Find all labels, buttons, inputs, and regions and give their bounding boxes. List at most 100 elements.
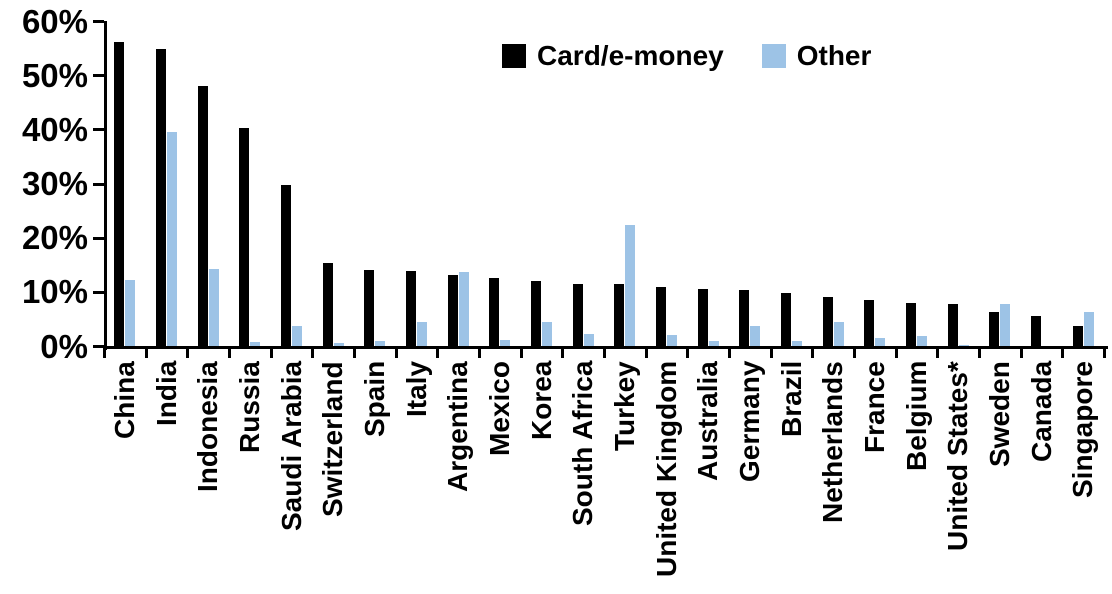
bar-card-united-states — [947, 304, 958, 347]
y-axis-tick — [93, 20, 104, 24]
y-axis-tick — [93, 74, 104, 78]
legend-label-other: Other — [796, 40, 872, 71]
bar-other-united-kingdom — [667, 334, 677, 347]
x-axis-tick — [561, 346, 565, 358]
x-label-sweden: Sweden — [983, 361, 1015, 467]
x-axis-line — [104, 346, 1108, 349]
x-axis-tick — [436, 346, 440, 358]
y-axis-tick — [93, 128, 104, 132]
x-label-netherlands: Netherlands — [817, 361, 849, 523]
x-label-germany: Germany — [733, 361, 765, 483]
x-axis-tick — [228, 346, 231, 358]
x-axis-tick — [1019, 346, 1023, 358]
x-label-australia: Australia — [692, 361, 724, 481]
x-label-italy: Italy — [400, 361, 432, 418]
x-axis-tick — [144, 346, 148, 358]
bar-other-russia — [250, 341, 261, 347]
legend-item-card-e-money: Card/e-money — [502, 42, 724, 70]
x-label-argentina: Argentina — [442, 361, 474, 492]
x-label-south-africa: South Africa — [567, 361, 599, 527]
x-label-mexico: Mexico — [483, 361, 515, 456]
x-axis-tick — [644, 346, 648, 358]
bar-other-korea — [542, 321, 552, 347]
x-axis-tick — [769, 346, 773, 358]
bar-card-india — [156, 48, 166, 347]
y-axis-tick-label: 0% — [40, 327, 88, 365]
y-axis-tick-label: 20% — [21, 219, 88, 257]
bar-other-france — [875, 338, 886, 347]
x-label-india: India — [150, 361, 182, 427]
x-axis-tick — [478, 346, 481, 358]
x-axis-tick — [269, 346, 273, 358]
bar-card-switzerland — [322, 262, 333, 347]
y-axis-tick-label: 50% — [21, 56, 88, 94]
bar-card-france — [864, 299, 875, 347]
x-axis-tick — [394, 346, 398, 358]
x-label-belgium: Belgium — [900, 361, 932, 472]
card-e-money-swatch-icon — [502, 44, 526, 68]
other-swatch-icon — [761, 44, 786, 68]
x-axis-tick — [519, 346, 523, 358]
x-label-spain: Spain — [358, 361, 390, 438]
bar-card-china — [114, 41, 125, 347]
bar-card-singapore — [1072, 326, 1083, 347]
bar-other-belgium — [917, 336, 927, 347]
x-axis-tick — [811, 346, 815, 358]
y-axis-tick-label: 60% — [21, 2, 88, 40]
x-label-united-states: United States* — [942, 361, 974, 551]
x-label-saudi-arabia: Saudi Arabia — [275, 361, 307, 532]
y-axis-tick-label: 10% — [21, 273, 88, 311]
bar-card-italy — [406, 270, 416, 347]
bar-other-turkey — [625, 224, 636, 347]
x-axis-tick — [603, 346, 606, 358]
x-axis-tick — [978, 346, 981, 358]
x-axis-tick — [728, 346, 731, 358]
bar-card-belgium — [906, 303, 916, 347]
bar-other-south-africa — [583, 334, 594, 347]
legend-item-other: Other — [761, 40, 872, 71]
bar-card-netherlands — [822, 297, 833, 347]
bar-card-mexico — [489, 277, 500, 347]
x-label-singapore: Singapore — [1067, 361, 1099, 498]
y-axis-tick — [93, 182, 104, 186]
y-axis-tick — [93, 290, 104, 294]
x-label-switzerland: Switzerland — [317, 361, 349, 517]
bar-card-germany — [739, 290, 750, 347]
y-axis-tick — [93, 345, 104, 348]
bar-other-indonesia — [208, 268, 219, 347]
x-axis-tick — [353, 346, 356, 358]
bar-other-sweden — [1000, 303, 1011, 347]
bar-other-germany — [750, 325, 761, 347]
bar-other-spain — [375, 341, 386, 347]
bar-card-argentina — [447, 274, 458, 347]
bar-other-argentina — [458, 271, 469, 347]
bar-card-turkey — [614, 284, 625, 347]
y-axis-line — [104, 21, 107, 350]
bar-other-saudi-arabia — [292, 325, 302, 347]
bar-card-brazil — [781, 292, 791, 347]
x-label-united-kingdom: United Kingdom — [650, 361, 682, 578]
bar-other-singapore — [1083, 311, 1094, 347]
bar-card-sweden — [989, 311, 1000, 347]
x-label-korea: Korea — [525, 361, 557, 441]
x-label-indonesia: Indonesia — [192, 361, 224, 492]
bar-card-united-kingdom — [656, 287, 666, 347]
x-axis-tick — [894, 346, 898, 358]
bar-other-switzerland — [333, 342, 344, 347]
bar-card-saudi-arabia — [281, 184, 291, 347]
bar-card-indonesia — [197, 85, 208, 347]
x-axis-tick — [103, 346, 106, 358]
legend-label-card-e-money: Card/e-money — [537, 40, 724, 71]
bar-other-china — [125, 279, 136, 347]
bar-card-korea — [531, 280, 541, 347]
bar-other-brazil — [792, 340, 802, 347]
bar-other-netherlands — [833, 321, 844, 347]
bar-card-canada — [1031, 315, 1041, 347]
x-axis-tick — [936, 346, 940, 358]
bar-other-india — [167, 131, 177, 347]
bar-card-australia — [697, 288, 708, 347]
x-label-turkey: Turkey — [608, 361, 640, 451]
x-axis-tick — [1061, 346, 1065, 358]
bar-other-australia — [708, 341, 719, 347]
